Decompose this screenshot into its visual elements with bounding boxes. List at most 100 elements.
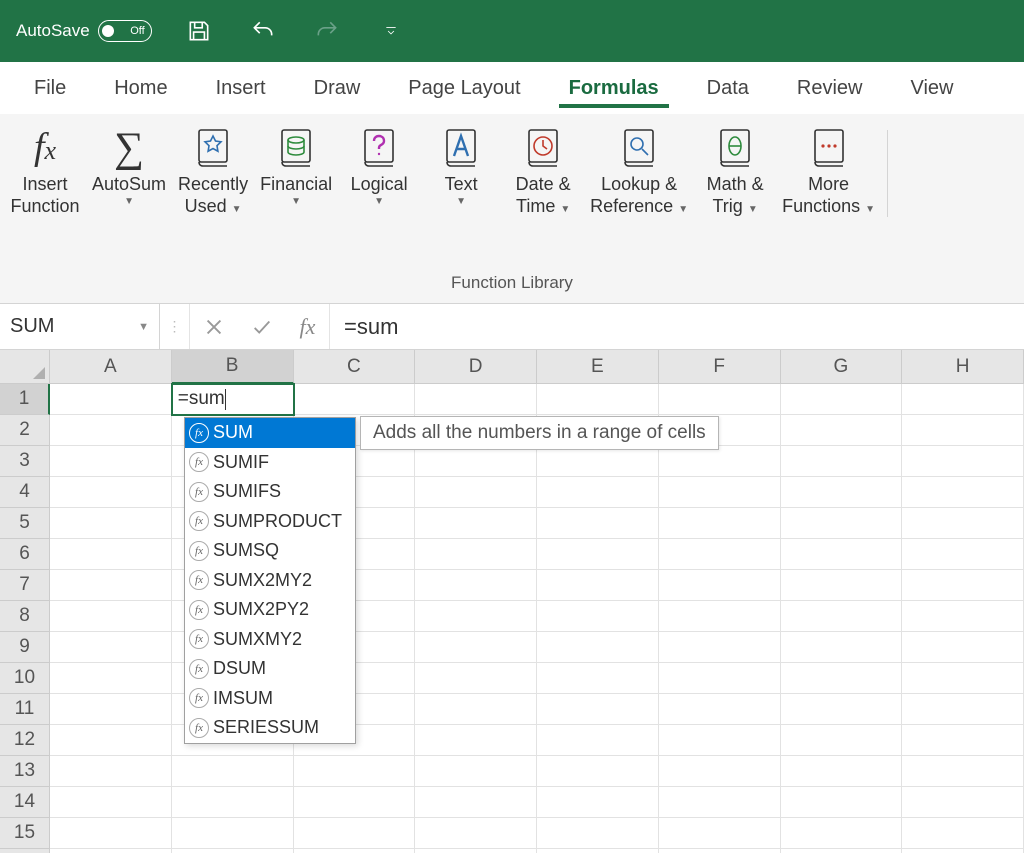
- cell-D15[interactable]: [415, 818, 537, 849]
- cell-D14[interactable]: [415, 787, 537, 818]
- cell-C1[interactable]: [294, 384, 416, 415]
- undo-button[interactable]: [246, 14, 280, 48]
- cell-D7[interactable]: [415, 570, 537, 601]
- cell-A9[interactable]: [50, 632, 172, 663]
- tab-view[interactable]: View: [886, 62, 977, 114]
- autocomplete-item-sumproduct[interactable]: fxSUMPRODUCT: [185, 507, 355, 537]
- cell-G3[interactable]: [781, 446, 903, 477]
- cell-E8[interactable]: [537, 601, 659, 632]
- cell-F11[interactable]: [659, 694, 781, 725]
- ribbon-more-button[interactable]: MoreFunctions ▼: [776, 120, 881, 222]
- cell-B15[interactable]: [172, 818, 294, 849]
- cell-E7[interactable]: [537, 570, 659, 601]
- cell-E10[interactable]: [537, 663, 659, 694]
- cell-D16[interactable]: [415, 849, 537, 853]
- cell-A14[interactable]: [50, 787, 172, 818]
- select-all-corner[interactable]: [0, 350, 50, 384]
- cell-G7[interactable]: [781, 570, 903, 601]
- cell-D9[interactable]: [415, 632, 537, 663]
- save-button[interactable]: [182, 14, 216, 48]
- cell-E16[interactable]: [537, 849, 659, 853]
- cell-H1[interactable]: [902, 384, 1024, 415]
- row-header-14[interactable]: 14: [0, 787, 50, 818]
- cell-A8[interactable]: [50, 601, 172, 632]
- cell-G16[interactable]: [781, 849, 903, 853]
- cell-H15[interactable]: [902, 818, 1024, 849]
- cell-F13[interactable]: [659, 756, 781, 787]
- cell-G14[interactable]: [781, 787, 903, 818]
- cell-C16[interactable]: [294, 849, 416, 853]
- cell-H11[interactable]: [902, 694, 1024, 725]
- cell-G6[interactable]: [781, 539, 903, 570]
- cell-F14[interactable]: [659, 787, 781, 818]
- cell-A6[interactable]: [50, 539, 172, 570]
- cell-G2[interactable]: [781, 415, 903, 446]
- ribbon-autosum-button[interactable]: ∑AutoSum▼: [86, 120, 172, 222]
- cell-B16[interactable]: [172, 849, 294, 853]
- cell-A7[interactable]: [50, 570, 172, 601]
- cell-G5[interactable]: [781, 508, 903, 539]
- cell-F10[interactable]: [659, 663, 781, 694]
- cell-D1[interactable]: [415, 384, 537, 415]
- cell-G8[interactable]: [781, 601, 903, 632]
- row-header-7[interactable]: 7: [0, 570, 50, 601]
- cell-E14[interactable]: [537, 787, 659, 818]
- cancel-formula-button[interactable]: [190, 304, 238, 349]
- tab-draw[interactable]: Draw: [290, 62, 385, 114]
- cell-G11[interactable]: [781, 694, 903, 725]
- cell-H7[interactable]: [902, 570, 1024, 601]
- cell-G10[interactable]: [781, 663, 903, 694]
- tab-page-layout[interactable]: Page Layout: [384, 62, 544, 114]
- tab-file[interactable]: File: [10, 62, 90, 114]
- ribbon-lookup--button[interactable]: Lookup &Reference ▼: [584, 120, 694, 222]
- tab-review[interactable]: Review: [773, 62, 887, 114]
- autocomplete-item-seriessum[interactable]: fxSERIESSUM: [185, 713, 355, 743]
- cell-H4[interactable]: [902, 477, 1024, 508]
- cell-C13[interactable]: [294, 756, 416, 787]
- cell-C14[interactable]: [294, 787, 416, 818]
- cell-F6[interactable]: [659, 539, 781, 570]
- cell-H10[interactable]: [902, 663, 1024, 694]
- cell-F12[interactable]: [659, 725, 781, 756]
- cell-E1[interactable]: [537, 384, 659, 415]
- cell-E6[interactable]: [537, 539, 659, 570]
- column-header-H[interactable]: H: [902, 350, 1024, 384]
- column-header-F[interactable]: F: [659, 350, 781, 384]
- cell-B14[interactable]: [172, 787, 294, 818]
- cell-E12[interactable]: [537, 725, 659, 756]
- column-header-C[interactable]: C: [294, 350, 416, 384]
- ribbon-math--button[interactable]: Math &Trig ▼: [694, 120, 776, 222]
- row-header-15[interactable]: 15: [0, 818, 50, 849]
- formula-input[interactable]: =sum: [330, 304, 1024, 349]
- cell-D3[interactable]: [415, 446, 537, 477]
- cell-A4[interactable]: [50, 477, 172, 508]
- cell-E11[interactable]: [537, 694, 659, 725]
- row-header-16[interactable]: 16: [0, 849, 50, 853]
- cell-C15[interactable]: [294, 818, 416, 849]
- tab-data[interactable]: Data: [683, 62, 773, 114]
- cell-F15[interactable]: [659, 818, 781, 849]
- cell-G15[interactable]: [781, 818, 903, 849]
- column-header-G[interactable]: G: [781, 350, 903, 384]
- cell-H13[interactable]: [902, 756, 1024, 787]
- ribbon-text-button[interactable]: Text▼: [420, 120, 502, 222]
- row-header-12[interactable]: 12: [0, 725, 50, 756]
- column-header-A[interactable]: A: [50, 350, 172, 384]
- cell-F8[interactable]: [659, 601, 781, 632]
- column-header-B[interactable]: B: [172, 350, 294, 384]
- cell-G1[interactable]: [781, 384, 903, 415]
- cell-D6[interactable]: [415, 539, 537, 570]
- autocomplete-item-imsum[interactable]: fxIMSUM: [185, 684, 355, 714]
- cell-H5[interactable]: [902, 508, 1024, 539]
- cell-F9[interactable]: [659, 632, 781, 663]
- cell-D11[interactable]: [415, 694, 537, 725]
- cell-G12[interactable]: [781, 725, 903, 756]
- row-header-6[interactable]: 6: [0, 539, 50, 570]
- row-header-10[interactable]: 10: [0, 663, 50, 694]
- row-header-13[interactable]: 13: [0, 756, 50, 787]
- cell-F4[interactable]: [659, 477, 781, 508]
- formula-bar-options[interactable]: ⋮: [160, 304, 190, 349]
- cell-F5[interactable]: [659, 508, 781, 539]
- autocomplete-item-sumsq[interactable]: fxSUMSQ: [185, 536, 355, 566]
- cell-E4[interactable]: [537, 477, 659, 508]
